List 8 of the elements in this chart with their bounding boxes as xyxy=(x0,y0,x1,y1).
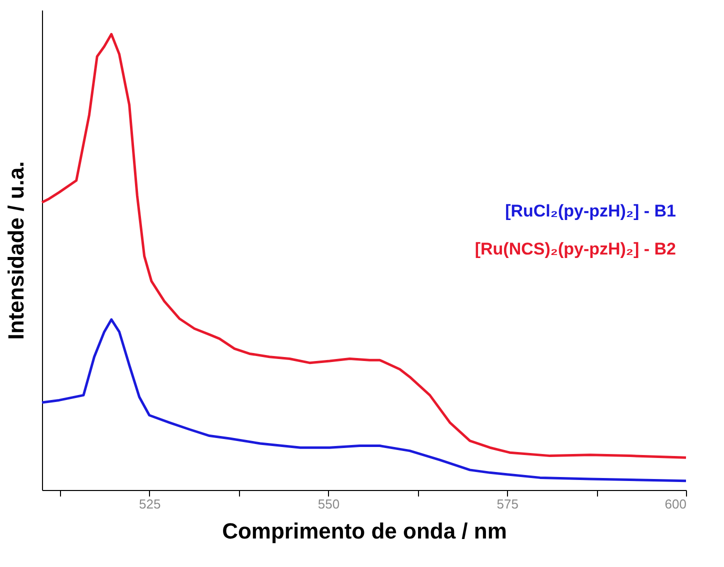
x-tick-label: 525 xyxy=(138,496,161,512)
y-axis-title: Intensidade / u.a. xyxy=(4,161,28,340)
text: [RuCl₂(py-pzH)₂] - B1 xyxy=(505,202,676,221)
x-tick-label: 600 xyxy=(664,496,686,512)
x-tick-label: 575 xyxy=(496,496,518,512)
text: [Ru(NCS)₂(py-pzH)₂] - B2 xyxy=(474,240,676,259)
x-tick-label: 550 xyxy=(318,496,340,512)
x-axis-title: Comprimento de onda / nm xyxy=(222,518,507,544)
